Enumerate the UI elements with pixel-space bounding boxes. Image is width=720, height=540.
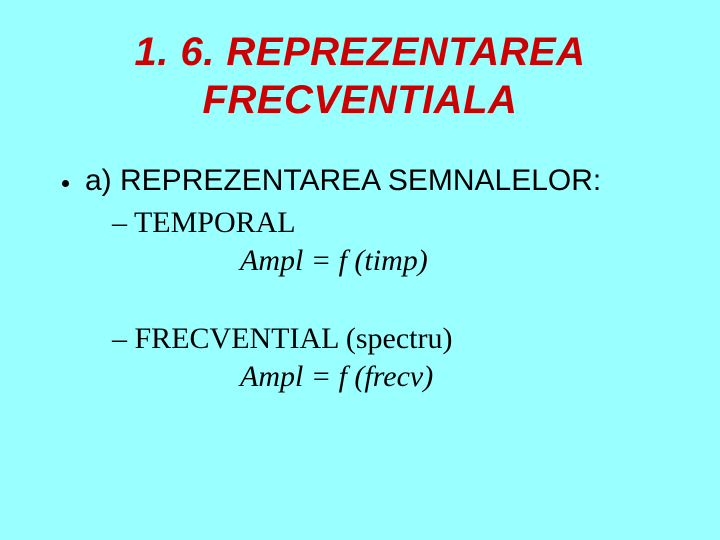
bullet-item: a) REPREZENTAREA SEMNALELOR: — [62, 164, 680, 198]
formula-frecvential: Ampl = f (frecv) — [240, 360, 680, 394]
slide: 1. 6. REPREZENTAREA FRECVENTIALA a) REPR… — [0, 0, 720, 540]
bullet-text: a) REPREZENTAREA SEMNALELOR: — [85, 164, 601, 198]
bullet-dot-icon — [62, 180, 69, 187]
title-line-1: 1. 6. REPREZENTAREA — [134, 30, 585, 74]
sub-item-frecvential: – FRECVENTIAL (spectru) — [112, 322, 680, 356]
title-line-2: FRECVENTIALA — [203, 78, 518, 122]
formula-temporal: Ampl = f (timp) — [240, 244, 680, 278]
sub-item-temporal: – TEMPORAL — [112, 206, 680, 240]
spacer — [40, 282, 680, 322]
slide-title: 1. 6. REPREZENTAREA FRECVENTIALA — [40, 28, 680, 124]
